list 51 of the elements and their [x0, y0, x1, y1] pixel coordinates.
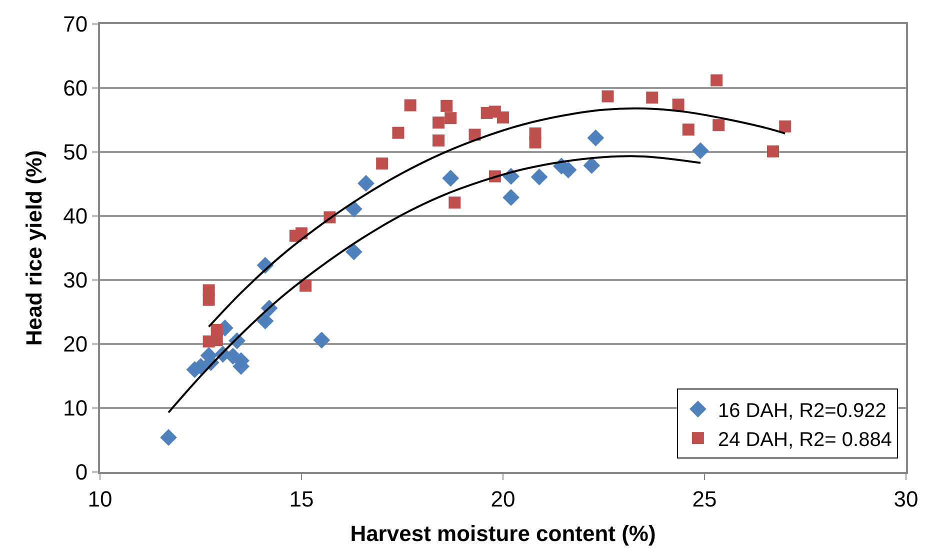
point: [779, 120, 792, 132]
y-tick-label: 20: [63, 332, 88, 357]
point: [710, 74, 723, 86]
point: [300, 280, 312, 292]
point: [692, 142, 709, 160]
point: [682, 124, 694, 136]
y-tick-label: 60: [63, 76, 88, 101]
x-axis-title: Harvest moisture content (%): [350, 520, 656, 546]
point: [358, 174, 374, 192]
point: [440, 100, 453, 112]
point: [530, 168, 548, 186]
x-tick-label: 20: [490, 486, 516, 512]
point: [767, 145, 780, 158]
point: [392, 126, 404, 139]
point: [345, 200, 362, 218]
y-axis-title: Head rice yield (%): [21, 150, 46, 346]
point: [602, 90, 614, 102]
point: [313, 332, 330, 349]
y-tick-label: 30: [63, 268, 88, 293]
point: [442, 170, 460, 187]
point: [529, 136, 542, 148]
y-tick-label: 10: [63, 396, 88, 421]
x-tick-label: 15: [289, 486, 314, 512]
point: [444, 112, 457, 124]
y-tick-label: 0: [75, 460, 88, 485]
x-tick-label: 10: [88, 486, 112, 512]
y-tick-label: 70: [63, 12, 88, 37]
y-tick-label: 40: [63, 204, 88, 229]
point: [583, 156, 600, 174]
point: [712, 119, 725, 132]
point: [210, 334, 223, 346]
point: [646, 92, 658, 104]
point: [256, 312, 274, 330]
point: [432, 116, 445, 129]
point: [448, 196, 461, 209]
line-series: [168, 155, 702, 414]
y-tick-label: 50: [63, 140, 88, 165]
point: [587, 129, 604, 146]
x-tick-label: 25: [692, 486, 717, 512]
legend-label: 24 DAH, R2= 0.884: [718, 428, 892, 451]
point: [432, 134, 445, 146]
point: [345, 243, 362, 260]
point: [376, 158, 388, 170]
legend-label: 16 DAH, R2=0.922: [718, 400, 886, 422]
point: [160, 428, 177, 446]
point: [497, 111, 509, 124]
point: [404, 99, 416, 112]
point: [502, 188, 520, 206]
point: [672, 98, 684, 111]
point: [202, 294, 215, 306]
x-tick-label: 30: [894, 486, 918, 512]
